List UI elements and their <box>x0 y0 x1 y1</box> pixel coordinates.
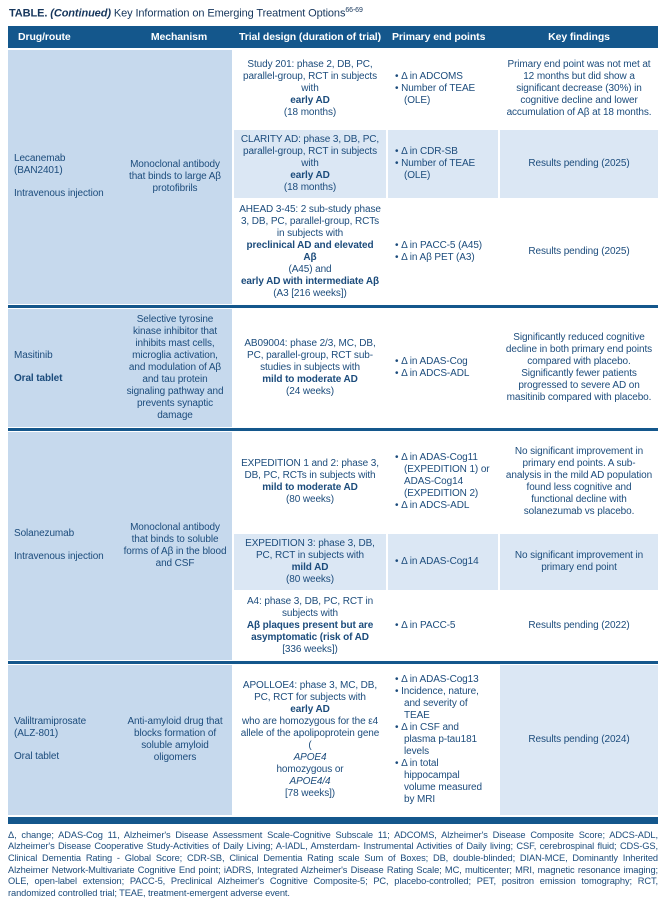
drug-mechanism-cell: Masitinib Oral tablet Selective tyrosine… <box>8 308 232 427</box>
table-title-text: Key Information on Emerging Treatment Op… <box>110 7 346 20</box>
drug-cell: Solanezumab Intravenous injection <box>8 431 118 660</box>
header-drug-mechanism: Drug/route Mechanism <box>8 31 232 43</box>
drug-group-lecanemab: Lecanemab (BAN2401) Intravenous injectio… <box>8 49 658 304</box>
mechanism-cell: Monoclonal antibody that binds to solubl… <box>118 431 232 660</box>
trial-cell: APOLLOE4: phase 3, MC, DB, PC, RCT for s… <box>234 664 386 815</box>
findings-cell: Results pending (2025) <box>500 129 658 198</box>
drug-route: Oral tablet <box>14 751 60 763</box>
drug-mechanism-cell: Lecanemab (BAN2401) Intravenous injectio… <box>8 49 232 304</box>
group-separator <box>8 427 658 431</box>
endpoint-item: Δ in PACC-5 <box>395 620 455 632</box>
drug-name: Lecanemab (BAN2401) <box>14 153 66 177</box>
trial-cell: A4: phase 3, DB, PC, RCT in subjects wit… <box>234 591 386 660</box>
endpoint-item: Incidence, nature, and severity of TEAE <box>395 686 493 722</box>
drug-cell: Valiltramiprosate (ALZ-801) Oral tablet <box>8 664 118 815</box>
endpoint-item: Δ in ADCS-ADL <box>395 500 469 512</box>
drug-route: Oral tablet <box>14 373 63 385</box>
endpoints-cell: Δ in ADAS-Cog13 Incidence, nature, and s… <box>388 664 498 815</box>
mechanism-cell: Anti-amyloid drug that blocks formation … <box>118 664 232 815</box>
table-label: TABLE. <box>9 7 48 20</box>
header-cell-mechanism: Mechanism <box>150 30 208 43</box>
endpoint-item: Δ in ADAS-Cog14 <box>395 556 479 568</box>
endpoints-cell: Δ in CDR-SB Number of TEAE (OLE) <box>388 129 498 198</box>
endpoint-item: Δ in Aβ PET (A3) <box>395 252 475 264</box>
drug-name: Valiltramiprosate (ALZ-801) <box>14 716 87 740</box>
endpoint-item: Δ in ADAS-Cog11 (EXPEDITION 1) or ADAS-C… <box>395 452 493 500</box>
findings-cell: No significant improvement in primary en… <box>500 431 658 532</box>
findings-cell: Significantly reduced cognitive decline … <box>500 308 658 427</box>
findings-cell: Results pending (2024) <box>500 664 658 815</box>
drug-route: Intravenous injection <box>14 551 104 563</box>
endpoint-item: Δ in CSF and plasma p-tau181 levels <box>395 722 493 758</box>
endpoints-cell: Δ in ADAS-Cog14 <box>388 533 498 590</box>
header-cell-findings: Key findings <box>548 30 610 43</box>
endpoints-cell: Δ in ADAS-Cog Δ in ADCS-ADL <box>388 308 498 427</box>
mechanism-cell: Selective tyrosine kinase inhibitor that… <box>118 308 232 427</box>
drug-mechanism-cell: Solanezumab Intravenous injection Monocl… <box>8 431 232 660</box>
drug-group-solanezumab: Solanezumab Intravenous injection Monocl… <box>8 431 658 660</box>
endpoint-item: Δ in CDR-SB <box>395 146 458 158</box>
drug-name: Solanezumab <box>14 528 75 540</box>
findings-cell: Results pending (2022) <box>500 591 658 660</box>
trial-cell: Study 201: phase 2, DB, PC, parallel-gro… <box>234 49 386 128</box>
findings-cell: No significant improvement in primary en… <box>500 533 658 590</box>
findings-cell: Results pending (2025) <box>500 199 658 304</box>
findings-cell: Primary end point was not met at 12 mont… <box>500 49 658 128</box>
endpoint-item: Δ in ADAS-Cog <box>395 356 468 368</box>
endpoints-cell: Δ in PACC-5 <box>388 591 498 660</box>
citation-superscript: 66-69 <box>345 7 363 14</box>
drug-cell: Masitinib Oral tablet <box>8 308 118 427</box>
endpoint-item: Δ in PACC-5 (A45) <box>395 240 482 252</box>
header-cell-trial-design: Trial design (duration of trial) <box>238 30 382 43</box>
group-separator <box>8 660 658 664</box>
drug-cell: Lecanemab (BAN2401) Intravenous injectio… <box>8 49 118 304</box>
trial-cell: EXPEDITION 1 and 2: phase 3, DB, PC, RCT… <box>234 431 386 532</box>
table-continued-label: (Continued) <box>50 7 111 20</box>
header-cell-endpoints: Primary end points <box>392 30 486 43</box>
endpoints-cell: Δ in ADAS-Cog11 (EXPEDITION 1) or ADAS-C… <box>388 431 498 532</box>
trial-cell: CLARITY AD: phase 3, DB, PC, parallel-gr… <box>234 129 386 198</box>
trial-cell: AHEAD 3-45: 2 sub-study phase 3, DB, PC,… <box>234 199 386 304</box>
group-separator <box>8 304 658 308</box>
endpoint-item: Number of TEAE (OLE) <box>395 158 493 182</box>
endpoint-item: Number of TEAE (OLE) <box>395 83 493 107</box>
endpoints-cell: Δ in ADCOMS Number of TEAE (OLE) <box>388 49 498 128</box>
table-header: Drug/route Mechanism Trial design (durat… <box>8 25 658 48</box>
page-title: TABLE. (Continued) Key Information on Em… <box>9 7 658 21</box>
drug-mechanism-cell: Valiltramiprosate (ALZ-801) Oral tablet … <box>8 664 232 815</box>
endpoint-item: Δ in total hippocampal volume measured b… <box>395 758 493 806</box>
endpoints-cell: Δ in PACC-5 (A45) Δ in Aβ PET (A3) <box>388 199 498 304</box>
table-bottom-rule <box>8 816 658 824</box>
mechanism-cell: Monoclonal antibody that binds to large … <box>118 49 232 304</box>
endpoint-item: Δ in ADAS-Cog13 <box>395 674 479 686</box>
endpoint-item: Δ in ADCOMS <box>395 71 463 83</box>
drug-route: Intravenous injection <box>14 188 104 200</box>
drug-group-masitinib: Masitinib Oral tablet Selective tyrosine… <box>8 308 658 427</box>
header-cell-drug-route: Drug/route <box>18 30 71 43</box>
trial-cell: AB09004: phase 2/3, MC, DB, PC, parallel… <box>234 308 386 427</box>
trial-cell: EXPEDITION 3: phase 3, DB, PC, RCT in su… <box>234 533 386 590</box>
abbreviations-footnote: Δ, change; ADAS-Cog 11, Alzheimer's Dise… <box>8 829 658 898</box>
drug-group-valiltramiprosate: Valiltramiprosate (ALZ-801) Oral tablet … <box>8 664 658 815</box>
endpoint-item: Δ in ADCS-ADL <box>395 368 469 380</box>
drug-name: Masitinib <box>14 350 53 362</box>
